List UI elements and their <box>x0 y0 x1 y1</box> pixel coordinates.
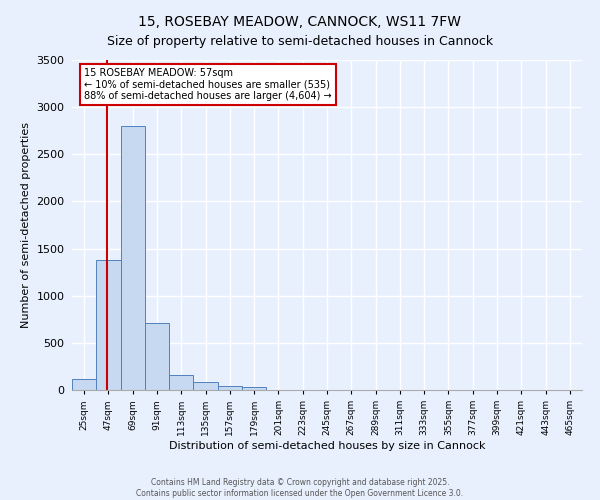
Bar <box>242 386 266 390</box>
Bar <box>193 382 218 390</box>
Text: Contains HM Land Registry data © Crown copyright and database right 2025.
Contai: Contains HM Land Registry data © Crown c… <box>136 478 464 498</box>
Text: 15, ROSEBAY MEADOW, CANNOCK, WS11 7FW: 15, ROSEBAY MEADOW, CANNOCK, WS11 7FW <box>139 15 461 29</box>
Bar <box>218 386 242 390</box>
X-axis label: Distribution of semi-detached houses by size in Cannock: Distribution of semi-detached houses by … <box>169 441 485 451</box>
Y-axis label: Number of semi-detached properties: Number of semi-detached properties <box>20 122 31 328</box>
Bar <box>145 323 169 390</box>
Bar <box>169 376 193 390</box>
Bar <box>72 378 96 390</box>
Bar <box>121 126 145 390</box>
Text: Size of property relative to semi-detached houses in Cannock: Size of property relative to semi-detach… <box>107 35 493 48</box>
Text: 15 ROSEBAY MEADOW: 57sqm
← 10% of semi-detached houses are smaller (535)
88% of : 15 ROSEBAY MEADOW: 57sqm ← 10% of semi-d… <box>84 68 332 100</box>
Bar <box>96 260 121 390</box>
